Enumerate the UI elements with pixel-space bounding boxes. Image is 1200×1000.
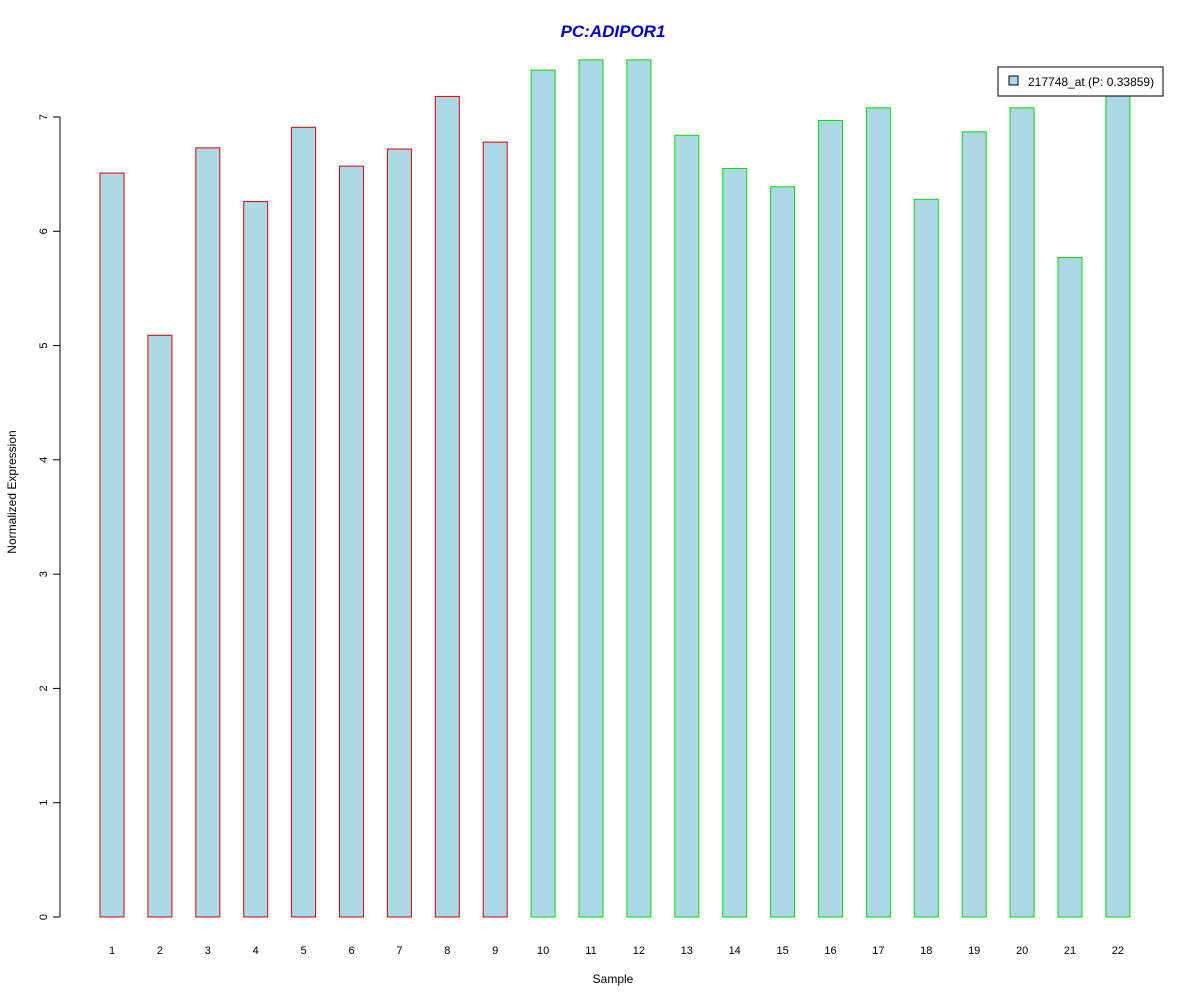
bar-sample-14: [722, 167, 748, 918]
x-axis-tick-labels: 1 2 3 4 5 6 7 8 9 10 11 12 13 14 15 16 17 18 19 20 21 22: [109, 945, 1124, 957]
x-tick-label: 21: [1064, 945, 1076, 957]
bar-sample-4: [243, 201, 269, 918]
x-tick-label: 3: [205, 945, 211, 957]
y-tick-label: 3: [38, 571, 50, 577]
x-tick-label: 12: [633, 945, 645, 957]
bar-sample-22: [1105, 91, 1131, 918]
x-tick-label: 1: [109, 945, 115, 957]
bar-sample-1: [99, 172, 125, 918]
x-tick-label: 13: [681, 945, 693, 957]
legend-label: 217748_at (P: 0.33859): [1028, 75, 1154, 89]
bar-sample-9: [482, 141, 508, 918]
x-tick-label: 14: [729, 945, 741, 957]
chart-title: PC:ADIPOR1: [561, 22, 666, 41]
x-tick-label: 15: [776, 945, 788, 957]
x-tick-label: 16: [824, 945, 836, 957]
x-tick-label: 20: [1016, 945, 1028, 957]
x-tick-label: 6: [348, 945, 354, 957]
x-tick-label: 7: [396, 945, 402, 957]
bars: [99, 59, 1131, 918]
y-axis: 0 1 2 3 4 5 6 7: [38, 114, 61, 920]
legend-swatch: [1008, 75, 1019, 86]
x-tick-label: 17: [872, 945, 884, 957]
x-tick-label: 10: [537, 945, 549, 957]
bar-sample-8: [434, 95, 460, 918]
x-tick-label: 22: [1112, 945, 1124, 957]
bar-sample-12: [626, 59, 652, 918]
bar-sample-7: [386, 148, 412, 918]
bar-sample-20: [1009, 107, 1035, 918]
bar-sample-2: [147, 334, 173, 918]
y-tick-label: 5: [38, 343, 50, 349]
bar-sample-10: [530, 69, 556, 918]
bar-sample-11: [578, 59, 604, 918]
y-tick-label: 0: [38, 914, 50, 920]
bar-sample-3: [195, 147, 221, 918]
bar-sample-18: [913, 198, 939, 918]
x-tick-label: 8: [444, 945, 450, 957]
y-tick-label: 2: [38, 685, 50, 691]
y-tick-label: 6: [38, 228, 50, 234]
bar-sample-6: [339, 165, 364, 918]
bar-sample-17: [865, 107, 891, 918]
bar-sample-5: [291, 126, 317, 918]
y-tick-label: 1: [38, 800, 50, 806]
legend: 217748_at (P: 0.33859): [997, 66, 1164, 97]
y-tick-label: 7: [38, 114, 50, 120]
y-tick-label: 4: [38, 457, 50, 463]
legend-box: [997, 66, 1164, 97]
x-tick-label: 9: [492, 945, 498, 957]
x-tick-label: 2: [157, 945, 163, 957]
bar-sample-19: [961, 131, 987, 918]
x-tick-label: 19: [968, 945, 980, 957]
x-tick-label: 11: [585, 945, 596, 957]
x-axis-label: Sample: [593, 972, 634, 986]
x-tick-label: 18: [920, 945, 932, 957]
y-axis-label: Normalized Expression: [5, 430, 19, 553]
bar-sample-15: [770, 186, 796, 918]
bar-sample-21: [1057, 257, 1083, 918]
bar-sample-16: [818, 119, 843, 918]
x-tick-label: 4: [253, 945, 259, 957]
bar-sample-13: [674, 134, 700, 918]
x-tick-label: 5: [301, 945, 307, 957]
